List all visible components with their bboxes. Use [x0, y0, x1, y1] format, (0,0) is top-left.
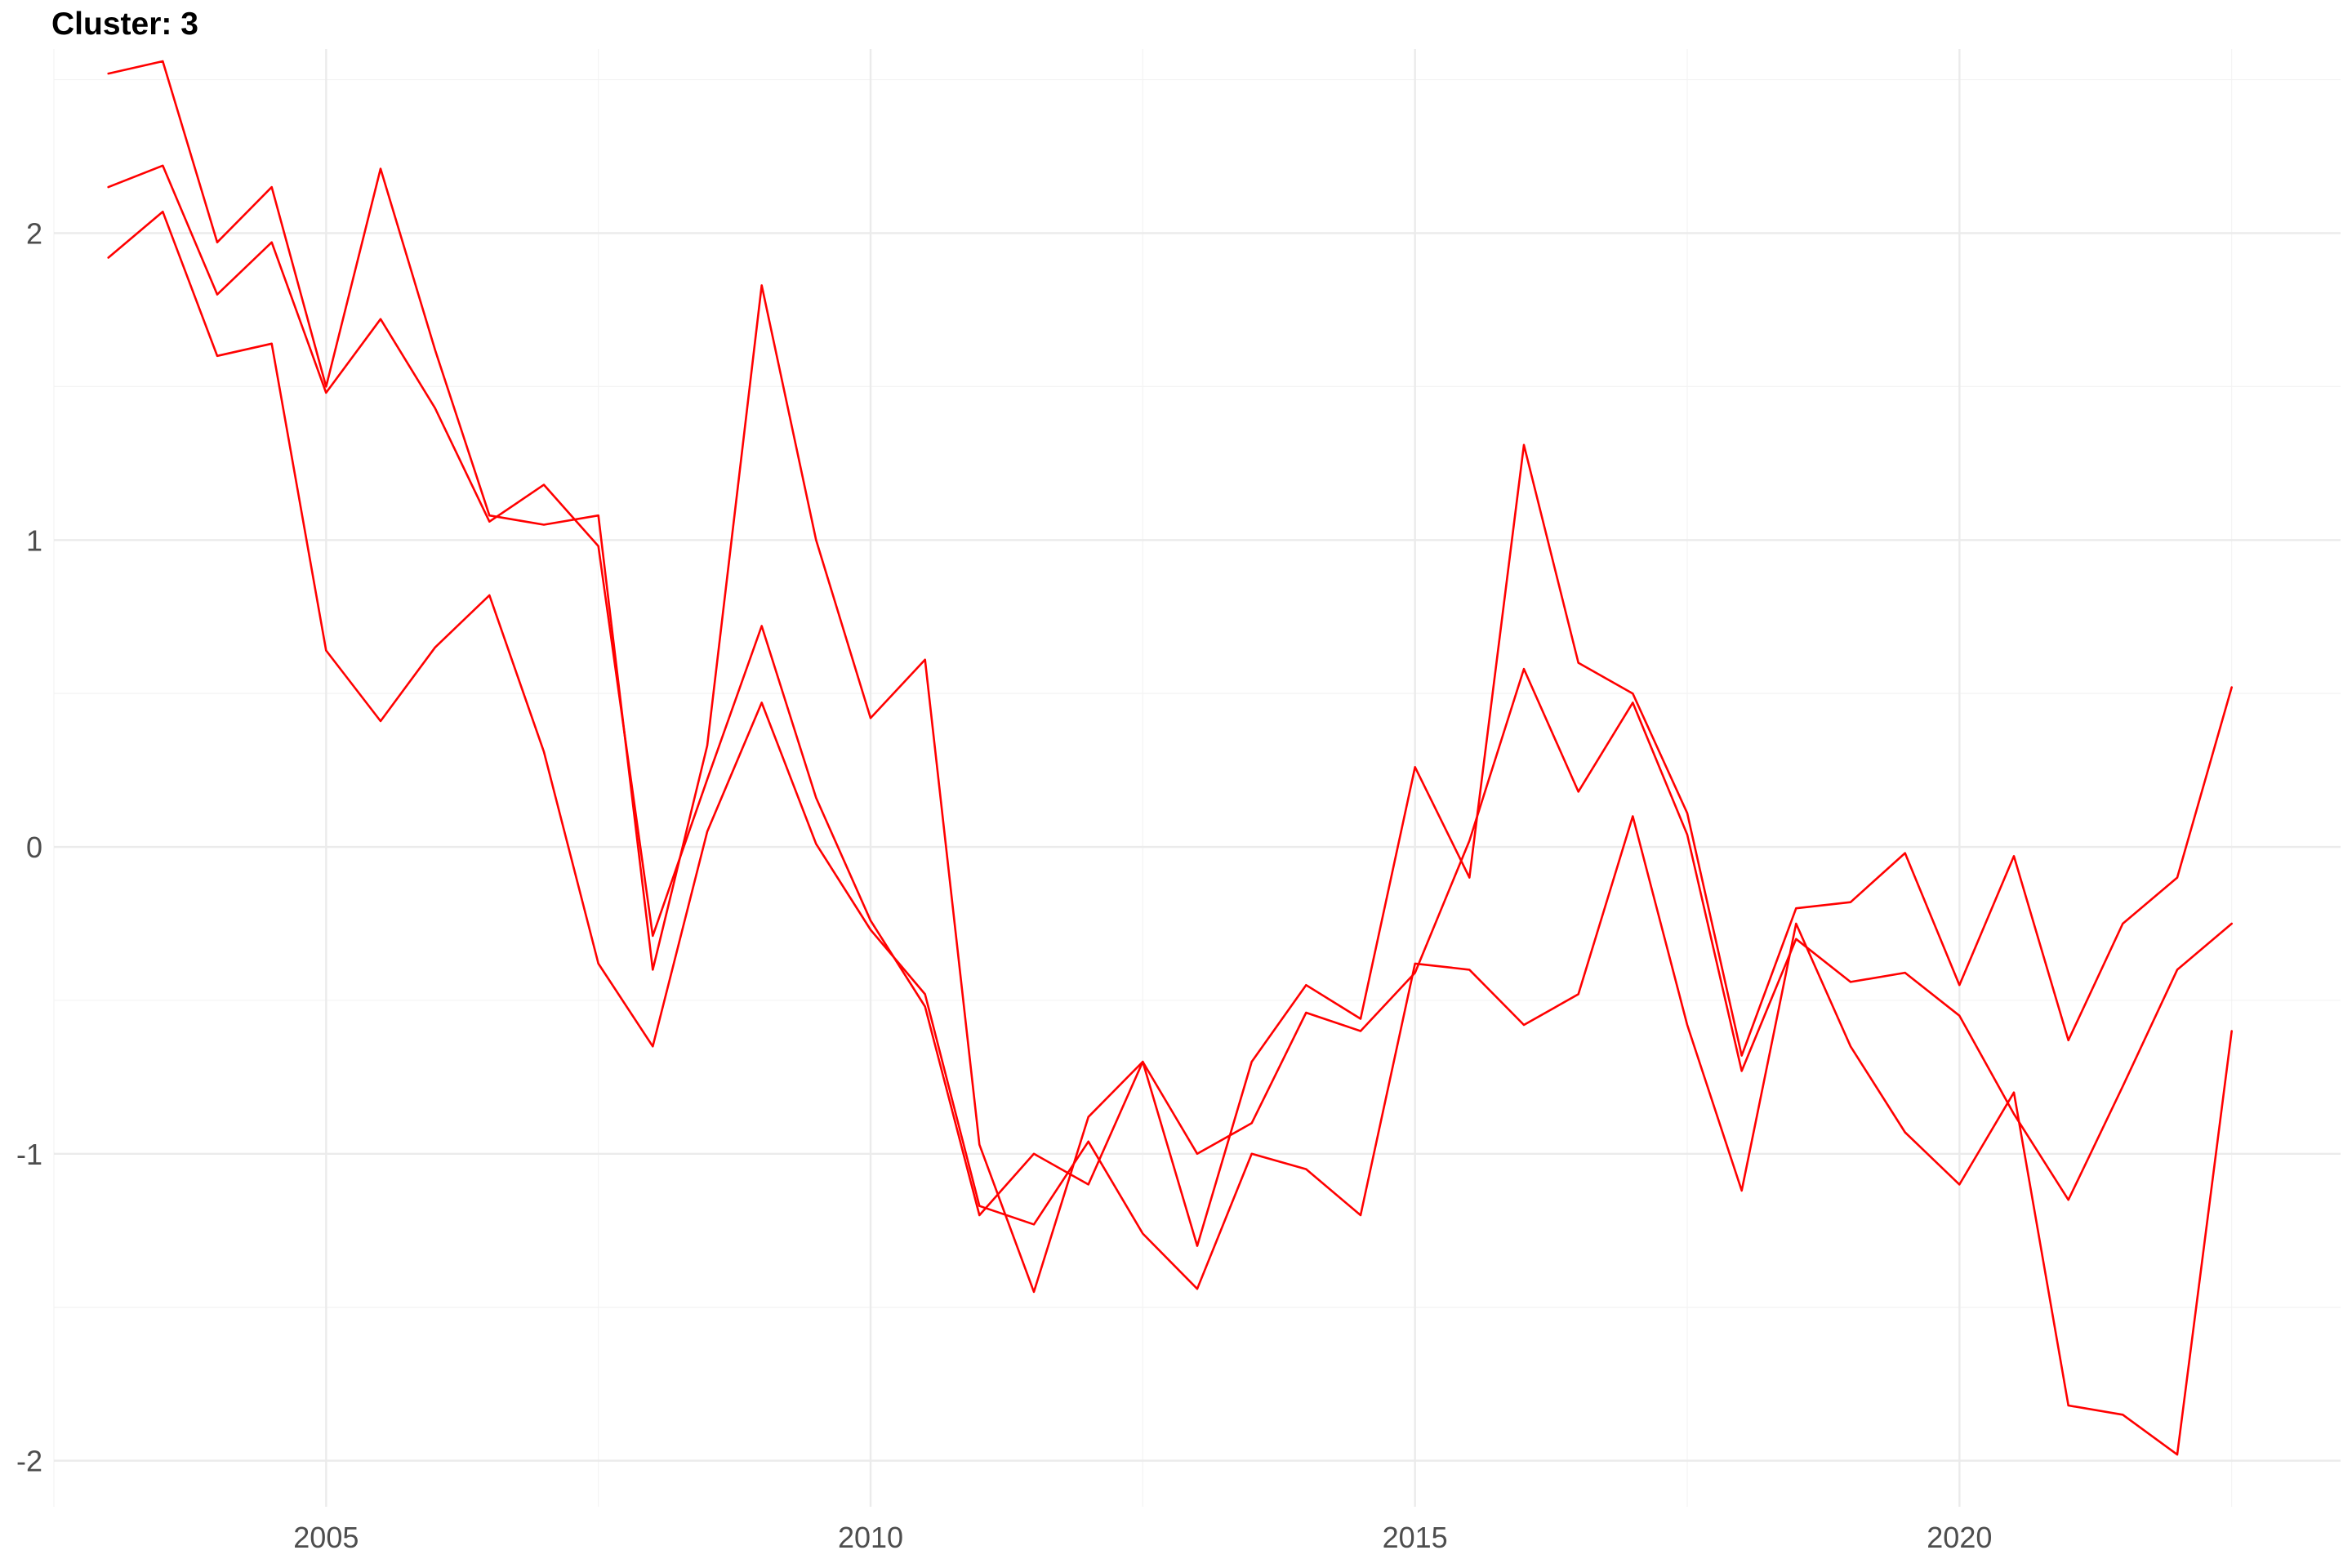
- y-axis-tick-labels: -2 -1 0 1 2: [16, 216, 42, 1477]
- series-line-1: [107, 60, 2233, 1294]
- y-tick-label: 1: [26, 523, 42, 557]
- x-tick-label: 2020: [1927, 1521, 1992, 1554]
- y-tick-label: 0: [26, 831, 42, 864]
- chart-title: Cluster: 3: [51, 7, 198, 42]
- series-line-2: [107, 164, 2233, 1217]
- series-line-3: [107, 210, 2233, 1456]
- x-tick-label: 2005: [293, 1521, 359, 1554]
- x-axis-tick-labels: 2005 2010 2015 2020: [293, 1521, 1992, 1554]
- y-tick-label: -1: [16, 1138, 42, 1171]
- x-tick-label: 2010: [838, 1521, 903, 1554]
- major-gridlines: [54, 49, 2341, 1507]
- y-tick-label: 2: [26, 216, 42, 250]
- x-tick-label: 2015: [1383, 1521, 1448, 1554]
- y-tick-label: -2: [16, 1445, 42, 1478]
- series-lines: [107, 60, 2233, 1456]
